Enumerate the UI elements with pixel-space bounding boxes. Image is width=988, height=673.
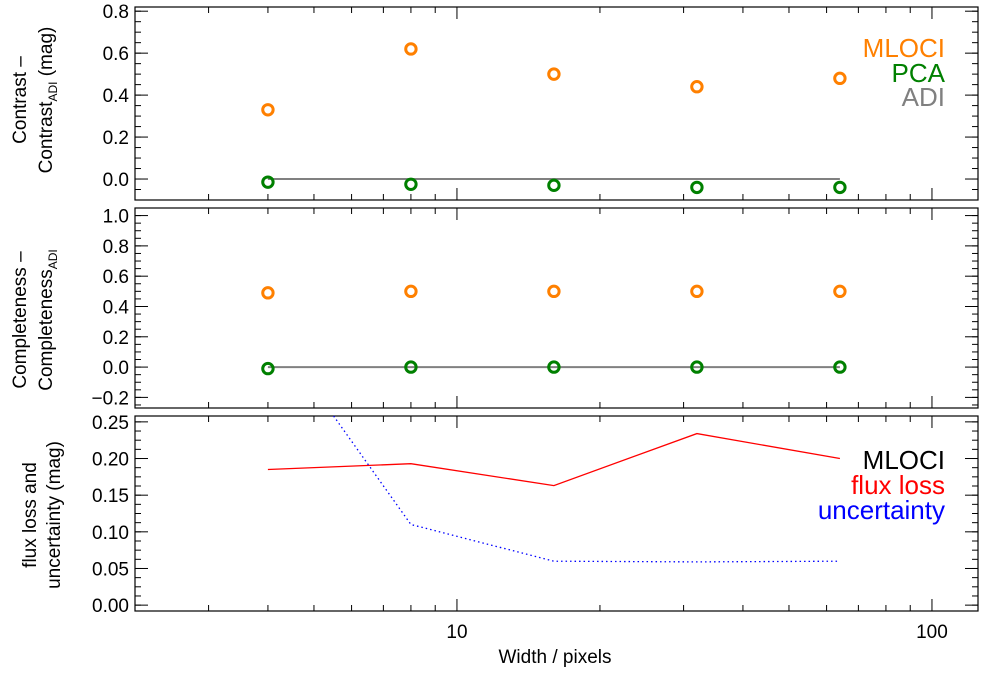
contrast-ylabel-main: Contrast <box>36 101 57 174</box>
y-tick-label: 0.20 <box>92 450 129 471</box>
y-tick-label: 0.15 <box>92 486 129 507</box>
contrast-panel-ytick-labels: 0.0 0.2 0.4 0.6 0.8 <box>103 2 130 191</box>
pca-point <box>833 180 847 195</box>
flux-loss-series-line <box>267 432 841 487</box>
legend-flux-loss: flux loss <box>851 470 945 500</box>
mloci-point <box>261 286 275 300</box>
legend-pca: PCA <box>892 58 946 88</box>
y-tick-label: 0.00 <box>92 596 129 617</box>
completeness-ylabel-main: Completeness <box>36 269 57 390</box>
y-tick-label: 0.0 <box>103 358 129 379</box>
y-tick-label: 0.8 <box>103 237 129 258</box>
pca-point <box>547 360 561 374</box>
y-tick-label: 0.10 <box>92 523 129 544</box>
flux-loss-panel-marks <box>267 415 841 563</box>
completeness-ylabel-line2: CompletenessADI <box>36 249 60 390</box>
completeness-panel-ticks <box>135 207 978 408</box>
flux-loss-panel-ticks <box>135 416 978 611</box>
pca-point <box>690 360 704 374</box>
y-tick-label: 0.0 <box>103 170 129 191</box>
flux-loss-panel: 0.00 0.05 0.10 0.15 0.20 0.25 10 100 flux loss… <box>20 413 979 668</box>
y-tick-label: 0.6 <box>103 267 129 288</box>
mloci-point <box>690 80 704 94</box>
uncertainty-series-line <box>333 415 840 563</box>
contrast-ylabel-line1: Contrast – <box>10 56 31 144</box>
legend-uncertainty: uncertainty <box>818 495 945 525</box>
pca-point <box>547 178 561 193</box>
mloci-point <box>261 103 275 117</box>
completeness-panel-frame <box>134 207 979 409</box>
y-tick-label: 0.4 <box>103 297 130 318</box>
pca-point <box>404 177 418 191</box>
flux-ylabel-line2: uncertainty (mag) <box>44 441 65 589</box>
contrast-panel: 0.00.20.40.60.8 Contrast – ContrastADI (… <box>10 2 979 201</box>
legend-mloci: MLOCI <box>863 33 945 63</box>
mloci-point <box>690 284 704 299</box>
contrast-ylabel-subscript: ADI <box>46 82 60 102</box>
legend-adi: ADI <box>902 82 945 112</box>
contrast-panel-ticks <box>135 7 978 201</box>
legend-title-mloci: MLOCI <box>863 445 945 475</box>
y-tick-label: 1.0 <box>103 207 129 228</box>
contrast-ylabel-line2: ContrastADI (mag) <box>36 27 60 174</box>
y-tick-label: −0.2 <box>91 388 129 409</box>
completeness-ylabel-line1: Completeness – <box>10 251 31 389</box>
pca-point <box>404 360 418 374</box>
completeness-panel-ytick-labels: −0.2 0.0 0.2 0.4 0.6 0.8 1.0 <box>91 207 129 410</box>
completeness-panel-marks <box>261 284 847 376</box>
y-tick-label: 0.2 <box>103 128 129 149</box>
mloci-point <box>404 42 418 56</box>
flux-ylabel-line1: flux loss and <box>20 462 41 568</box>
pca-point <box>261 361 275 376</box>
contrast-panel-marks <box>261 42 847 195</box>
mloci-point <box>833 71 847 86</box>
contrast-panel-frame <box>134 6 979 201</box>
mloci-point <box>404 284 418 299</box>
pca-point <box>690 180 704 195</box>
x-axis-label: Width / pixels <box>499 647 612 668</box>
x-tick-label: 100 <box>916 622 948 643</box>
flux-loss-panel-xtick-labels: 10 100 <box>446 622 947 643</box>
mloci-point <box>833 284 847 299</box>
mloci-point <box>547 284 561 299</box>
pca-point <box>261 175 275 189</box>
y-tick-label: 0.6 <box>103 44 129 65</box>
y-tick-label: 0.8 <box>103 2 129 23</box>
y-tick-label: 0.2 <box>103 328 129 349</box>
pca-point <box>833 360 847 374</box>
y-tick-label: 0.05 <box>92 559 129 580</box>
contrast-ylabel-unit: (mag) <box>36 27 57 82</box>
flux-loss-panel-ytick-labels: 0.00 0.05 0.10 0.15 0.20 0.25 <box>92 413 129 617</box>
x-tick-label: 10 <box>446 622 467 643</box>
y-tick-label: 0.25 <box>92 413 129 434</box>
mloci-point <box>547 67 561 81</box>
completeness-ylabel-subscript: ADI <box>46 249 60 269</box>
completeness-panel: −0.2 0.0 0.2 0.4 0.6 0.8 1.0 Completeness – Co… <box>10 207 979 410</box>
y-tick-label: 0.4 <box>103 86 130 107</box>
